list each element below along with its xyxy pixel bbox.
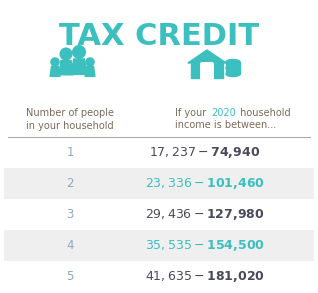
Text: If your: If your [175, 108, 209, 118]
Text: $17,237 - $74,940: $17,237 - $74,940 [149, 145, 260, 160]
Text: 1: 1 [66, 146, 74, 159]
Text: 4: 4 [66, 239, 74, 252]
Text: Number of people
in your household: Number of people in your household [26, 108, 114, 131]
Polygon shape [188, 50, 226, 63]
Polygon shape [59, 60, 73, 75]
Text: $29,436 - $127,980: $29,436 - $127,980 [145, 207, 265, 222]
Text: 5: 5 [66, 270, 74, 283]
Polygon shape [71, 59, 87, 74]
Ellipse shape [226, 66, 240, 71]
Polygon shape [226, 68, 240, 74]
Circle shape [60, 48, 72, 60]
Circle shape [73, 46, 85, 58]
Text: household: household [237, 108, 291, 118]
FancyBboxPatch shape [4, 230, 314, 261]
Polygon shape [85, 67, 95, 76]
Polygon shape [50, 67, 60, 76]
Text: 2: 2 [66, 177, 74, 190]
Circle shape [51, 58, 59, 66]
Text: 3: 3 [66, 208, 74, 221]
Text: $35,535 - $154,500: $35,535 - $154,500 [145, 238, 265, 253]
Text: 2020: 2020 [211, 108, 236, 118]
Text: $23,336 - $101,460: $23,336 - $101,460 [145, 176, 265, 191]
Polygon shape [191, 62, 223, 78]
Ellipse shape [226, 59, 240, 64]
Ellipse shape [226, 71, 240, 76]
Text: TAX CREDIT: TAX CREDIT [59, 22, 259, 51]
Circle shape [86, 58, 94, 66]
FancyBboxPatch shape [4, 168, 314, 199]
FancyBboxPatch shape [200, 62, 214, 80]
Polygon shape [226, 62, 240, 68]
Text: income is between...: income is between... [175, 120, 276, 130]
Text: $41,635 - $181,020: $41,635 - $181,020 [145, 269, 265, 284]
